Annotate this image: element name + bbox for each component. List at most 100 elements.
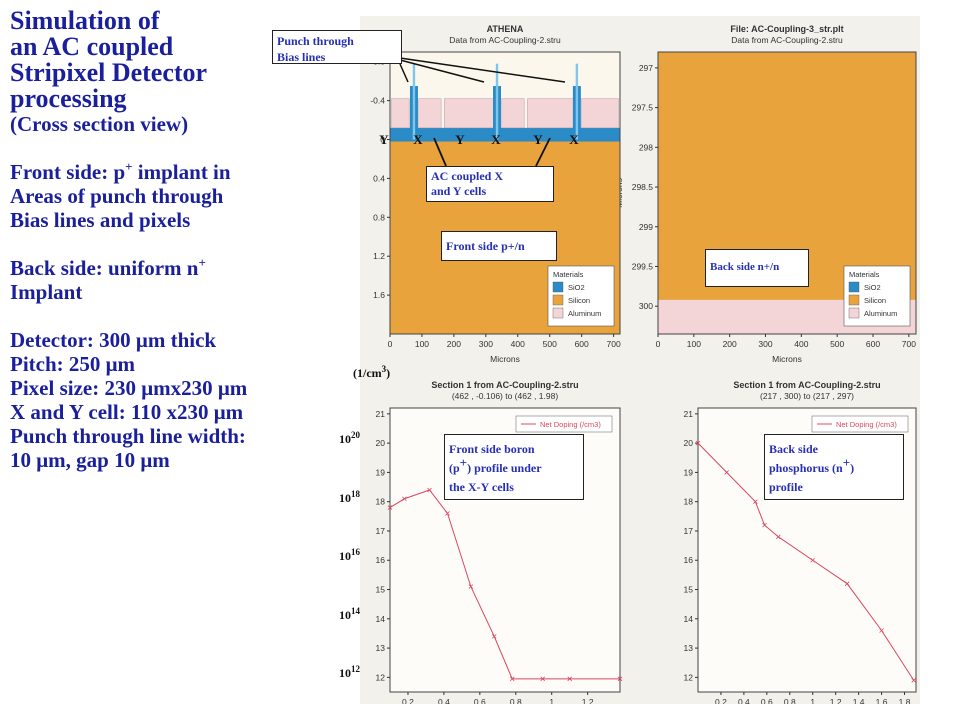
x-axis-label: Microns <box>490 354 520 364</box>
bias-line-metal <box>575 63 579 140</box>
data-point <box>724 470 729 475</box>
y-tick-label: 17 <box>376 526 386 536</box>
data-point <box>776 534 781 540</box>
x-tick-label: 0 <box>388 339 393 349</box>
front-line-3: Bias lines and pixels <box>10 208 191 232</box>
x-tick-label: 1.2 <box>582 697 594 704</box>
aluminum-pad <box>527 98 576 129</box>
x-tick-label: 400 <box>511 339 525 349</box>
chart-subtitle: Data from AC-Coupling-2.stru <box>449 35 561 45</box>
title-line: Stripixel Detector <box>10 58 208 87</box>
x-tick-label: 1 <box>810 697 815 704</box>
legend-swatch <box>848 294 860 306</box>
doping-exponent-label: 1016 <box>339 547 360 564</box>
data-point <box>879 628 884 633</box>
title-line: Simulation of <box>10 6 160 35</box>
spec-line: 10 μm, gap 10 μm <box>10 448 170 472</box>
y-tick-label: 13 <box>376 643 386 653</box>
y-tick-label: 18 <box>376 497 386 507</box>
data-point <box>753 499 758 504</box>
data-point <box>427 487 432 493</box>
doping-unit-label: (1/cm3) <box>353 364 391 381</box>
back-line-1: Back side: uniform n+ <box>10 255 206 280</box>
simulation-figure: ATHENA Data from AC-Coupling-2.stru Micron… <box>272 16 920 704</box>
bias-line-metal <box>495 63 499 140</box>
y-tick-label: 16 <box>684 555 694 565</box>
y-tick-label: 16 <box>376 555 386 565</box>
y-tick-label: 21 <box>684 409 694 419</box>
data-point <box>762 522 767 528</box>
y-tick-label: 19 <box>376 467 386 477</box>
y-tick-label: 12 <box>376 672 386 682</box>
spec-line: Pitch: 250 μm <box>10 352 136 376</box>
y-tick-label: 14 <box>376 614 386 624</box>
x-tick-label: 0.8 <box>510 697 522 704</box>
x-tick-label: 200 <box>723 339 737 349</box>
callout-back-nn: Back side n+/n <box>705 249 809 287</box>
data-point <box>491 634 497 639</box>
data-point <box>810 557 816 563</box>
data-point <box>468 584 474 589</box>
legend-entry: Silicon <box>568 296 590 305</box>
arrow-ac-1 <box>433 137 447 167</box>
sio2-layer <box>390 127 620 142</box>
legend-box <box>811 415 909 433</box>
x-tick-label: 1.4 <box>853 697 865 704</box>
aluminum-pad <box>418 98 442 129</box>
chart-subtitle: (217 , 300) to (217 , 297) <box>760 391 854 401</box>
y-tick-label: 18 <box>684 497 694 507</box>
data-point <box>695 440 701 446</box>
legend-entry: SiO2 <box>864 283 881 292</box>
legend-box <box>515 415 613 433</box>
y-tick-label: 297.5 <box>632 103 654 113</box>
y-tick-label: 14 <box>684 614 694 624</box>
chart-title: ATHENA <box>487 24 524 34</box>
x-tick-label: 300 <box>479 339 493 349</box>
callout-front-boron: Front side boron (p+) profile under the … <box>444 434 584 500</box>
y-tick-label: 300 <box>639 301 653 311</box>
slide-title: Simulation of an AC coupled Stripixel Dete… <box>10 8 350 112</box>
y-tick-label: 21 <box>376 409 386 419</box>
plot-frame <box>389 51 621 335</box>
front-side-description: Front side: p+ implant in Areas of punch… <box>10 160 350 232</box>
x-tick-label: 600 <box>575 339 589 349</box>
x-tick-label: 500 <box>830 339 844 349</box>
y-tick-label: 17 <box>684 526 694 536</box>
legend-entry: Net Doping (/cm3) <box>540 420 601 429</box>
x-tick-label: 1 <box>549 697 554 704</box>
y-tick-label: 19 <box>684 467 694 477</box>
x-tick-label: 1.2 <box>830 697 842 704</box>
cell-label: Y <box>379 132 389 147</box>
data-point <box>567 676 572 682</box>
y-tick-label: 15 <box>376 585 386 595</box>
doping-exponent-label: 1014 <box>339 605 360 622</box>
x-tick-label: 100 <box>415 339 429 349</box>
y-tick-label: 299.5 <box>632 261 654 271</box>
y-tick-label: -0.4 <box>370 96 385 106</box>
aluminum-pad <box>391 98 410 129</box>
x-tick-label: 1.6 <box>876 697 888 704</box>
legend-swatch <box>848 307 860 319</box>
legend-swatch <box>552 294 564 306</box>
data-point <box>509 676 515 682</box>
cell-label: Y <box>533 132 543 147</box>
description-panel: Simulation of an AC coupled Stripixel Dete… <box>10 8 350 473</box>
data-point <box>445 511 450 516</box>
legend-swatch <box>552 307 564 319</box>
x-tick-label: 500 <box>543 339 557 349</box>
bias-line-metal <box>412 63 416 140</box>
series-legend: Net Doping (/cm3) <box>515 415 613 433</box>
legend-title: Materials <box>553 270 584 279</box>
title-line: an AC coupled <box>10 32 174 61</box>
callout-front-pn: Front side p+/n <box>441 231 557 261</box>
series-legend: Net Doping (/cm3) <box>811 415 909 433</box>
x-tick-label: 100 <box>687 339 701 349</box>
x-tick-label: 300 <box>758 339 772 349</box>
y-tick-label: 297 <box>639 63 653 73</box>
x-tick-label: 0.2 <box>715 697 727 704</box>
y-tick-label: 1.2 <box>373 251 385 261</box>
x-tick-label: 1.8 <box>899 697 911 704</box>
x-tick-label: 400 <box>794 339 808 349</box>
